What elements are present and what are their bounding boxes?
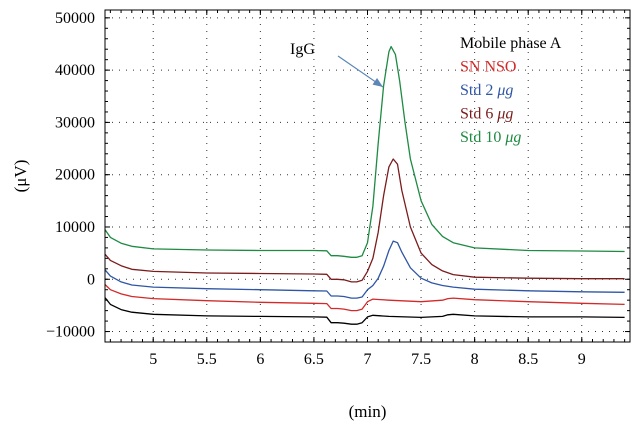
x-tick-label: 7 — [364, 351, 372, 368]
y-tick-label: 40000 — [55, 62, 95, 79]
x-tick-label: 8.5 — [518, 351, 538, 368]
x-tick-label: 8 — [471, 351, 479, 368]
y-axis-title: (μV) — [11, 160, 30, 193]
legend-label: Std 2 — [460, 82, 497, 99]
y-tick-label: 50000 — [55, 10, 95, 27]
y-tick-label: 0 — [87, 271, 95, 288]
y-tick-label: 20000 — [55, 167, 95, 184]
series-line-4 — [104, 45, 625, 258]
series-lines — [104, 45, 625, 325]
y-tick-label: 30000 — [55, 114, 95, 131]
legend-entry-0: Mobile phase A — [460, 35, 562, 52]
x-tick-label: 6.5 — [304, 351, 324, 368]
x-tick-label: 9 — [578, 351, 586, 368]
legend-label: Std 10 — [460, 129, 505, 146]
y-tick-label: −10000 — [46, 324, 95, 341]
legend-unit: μg — [496, 106, 513, 123]
legend-unit: μg — [496, 82, 513, 99]
series-line-2 — [104, 240, 625, 299]
series-line-1 — [104, 284, 625, 312]
x-axis-title: (min) — [349, 402, 387, 421]
y-tick-label: 10000 — [55, 219, 95, 236]
annotation-arrow-head — [372, 78, 383, 87]
legend-label: Mobile phase A — [460, 35, 562, 52]
annotation-label: IgG — [290, 41, 315, 58]
series-line-3 — [104, 158, 625, 283]
axis-ticks — [105, 10, 630, 343]
x-tick-label: 7.5 — [411, 351, 431, 368]
igg-annotation: IgG — [290, 41, 384, 88]
legend-entry-3: Std 6 μg — [460, 106, 513, 123]
legend-entry-4: Std 10 μg — [460, 129, 521, 146]
grid-lines — [105, 10, 630, 342]
legend-label: Std 6 — [460, 106, 497, 123]
x-tick-label: 6 — [256, 351, 264, 368]
x-tick-label: 5.5 — [197, 351, 217, 368]
x-tick-labels: 5 5.5 6 6.5 7 7.5 8 8.5 9 — [149, 351, 586, 368]
legend-entry-2: Std 2 μg — [460, 82, 513, 99]
x-tick-label: 5 — [149, 351, 157, 368]
legend-entry-1: SN NSO — [460, 59, 516, 76]
series-line-0 — [104, 297, 625, 325]
y-tick-labels: −10000 0 10000 20000 30000 40000 50000 — [46, 10, 95, 341]
legend-label: SN NSO — [460, 59, 516, 76]
legend-unit: μg — [504, 129, 521, 146]
